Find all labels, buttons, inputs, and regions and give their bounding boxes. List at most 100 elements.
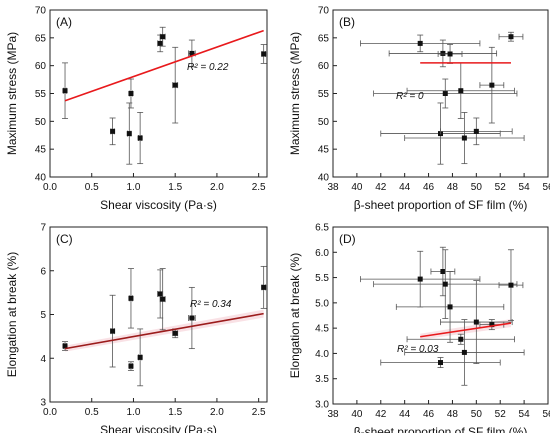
y-tick-label: 60	[35, 61, 47, 72]
y-tick-label: 3	[40, 398, 46, 409]
data-point	[461, 135, 467, 141]
y-tick-label: 55	[35, 89, 47, 100]
panel-b: 3840424446485052545640455055606570β-shee…	[288, 6, 550, 213]
x-tick-label: 0.0	[43, 407, 57, 418]
data-point	[473, 319, 479, 325]
panel-letter: (D)	[339, 232, 356, 246]
data-point	[461, 349, 467, 355]
x-tick-label: 48	[447, 182, 459, 193]
panel-letter: (A)	[56, 15, 72, 29]
x-tick-label: 1.5	[168, 407, 182, 418]
data-point	[110, 128, 116, 134]
r-squared-annotation: R² = 0.22	[187, 62, 229, 73]
y-tick-label: 4	[40, 354, 46, 365]
x-tick-label: 46	[423, 409, 435, 420]
data-point	[508, 282, 514, 288]
data-point	[172, 330, 178, 336]
y-tick-label: 6.5	[315, 223, 329, 234]
data-point	[189, 50, 195, 56]
fit-line	[64, 312, 264, 350]
x-tick-label: 52	[495, 409, 507, 420]
fit-line	[420, 322, 512, 338]
x-tick-label: 38	[327, 409, 339, 420]
data-point	[447, 51, 453, 57]
data-point	[440, 269, 446, 275]
x-tick-label: 54	[519, 182, 531, 193]
x-tick-label: 52	[495, 182, 507, 193]
x-tick-label: 1.0	[127, 407, 141, 418]
y-tick-label: 45	[35, 145, 47, 156]
x-tick-label: 50	[471, 409, 483, 420]
data-point	[473, 128, 479, 134]
data-point	[62, 343, 68, 349]
data-point	[137, 135, 143, 141]
x-tick-label: 0.0	[43, 182, 57, 193]
data-point	[160, 296, 166, 302]
panel-a: 0.0 0.5 1.0 1.5 2.0 2.5 40 45 50 55 60 65 70 Shear vi…	[5, 6, 268, 212]
x-axis-title: β-sheet proportion of SF film (%)	[354, 198, 528, 212]
y-tick-label: 50	[318, 117, 330, 128]
data-point	[128, 91, 134, 96]
x-tick-label: 38	[327, 182, 339, 193]
data-point	[172, 82, 178, 88]
data-point	[438, 360, 443, 366]
y-tick-label: 70	[35, 6, 47, 17]
x-tick-label: 2.5	[252, 407, 266, 418]
data-point	[442, 281, 448, 287]
data-point	[440, 50, 446, 56]
x-tick-label: 0.5	[85, 407, 99, 418]
x-tick-label: 48	[447, 409, 459, 420]
y-tick-label: 40	[35, 173, 47, 184]
x-tick-label: 40	[351, 409, 363, 420]
data-point	[261, 284, 267, 290]
panel-d: 38 40 42 44 46 48 50 52 54 56 3.0 3.5 4.0 4.5 5.0 5.5 6.…	[288, 223, 550, 433]
y-tick-label: 7	[40, 223, 46, 234]
x-tick-label: 42	[375, 409, 387, 420]
x-axis-title: β-sheet proportion of SF film (%)	[354, 425, 528, 433]
y-axis-title: Maximum stress (MPa)	[288, 32, 302, 155]
y-tick-label: 4.5	[315, 324, 329, 335]
r-squared-annotation: R² = 0.34	[190, 299, 232, 310]
y-tick-label: 65	[35, 33, 47, 44]
r-squared-annotation: R² = 0.03	[397, 344, 439, 355]
data-point	[62, 88, 68, 94]
y-tick-label: 50	[35, 117, 47, 128]
x-tick-label: 0.5	[85, 182, 99, 193]
x-tick-label: 50	[471, 182, 483, 193]
data-point	[489, 82, 495, 88]
x-axis-title: Shear viscosity (Pa·s)	[100, 198, 217, 212]
y-axis-title: Maximum stress (MPa)	[5, 32, 19, 155]
panel-c: 0.0 0.5 1.0 1.5 2.0 2.5 3 4 5 6 7 Shear viscosity (…	[5, 223, 268, 433]
r-squared-annotation: R² = 0	[396, 91, 424, 102]
plot-frame	[49, 226, 268, 403]
data-point	[189, 315, 195, 321]
y-tick-label: 4.0	[315, 349, 329, 360]
data-point	[447, 304, 453, 310]
x-tick-label: 44	[399, 182, 411, 193]
data-point	[442, 91, 448, 96]
plot-frame	[332, 226, 549, 405]
y-tick-label: 5.0	[315, 298, 329, 309]
data-point	[261, 51, 267, 57]
data-point	[157, 291, 163, 297]
y-axis-title: Elongation at break (%)	[5, 252, 19, 377]
y-tick-label: 6	[40, 266, 46, 277]
y-tick-label: 70	[318, 6, 330, 17]
x-tick-label: 54	[519, 409, 531, 420]
y-tick-label: 45	[318, 145, 330, 156]
data-point	[417, 276, 423, 282]
data-point	[417, 40, 423, 46]
x-tick-label: 56	[542, 182, 550, 193]
x-tick-label: 40	[351, 182, 363, 193]
data-point	[128, 363, 134, 369]
y-axis-title: Elongation at break (%)	[288, 253, 302, 378]
y-tick-label: 5.5	[315, 273, 329, 284]
data-point	[128, 295, 134, 301]
y-tick-label: 40	[318, 173, 330, 184]
data-point	[489, 322, 495, 328]
data-point	[110, 328, 116, 334]
data-point	[458, 88, 464, 94]
x-tick-label: 56	[542, 409, 550, 420]
x-tick-label: 2.0	[210, 407, 224, 418]
